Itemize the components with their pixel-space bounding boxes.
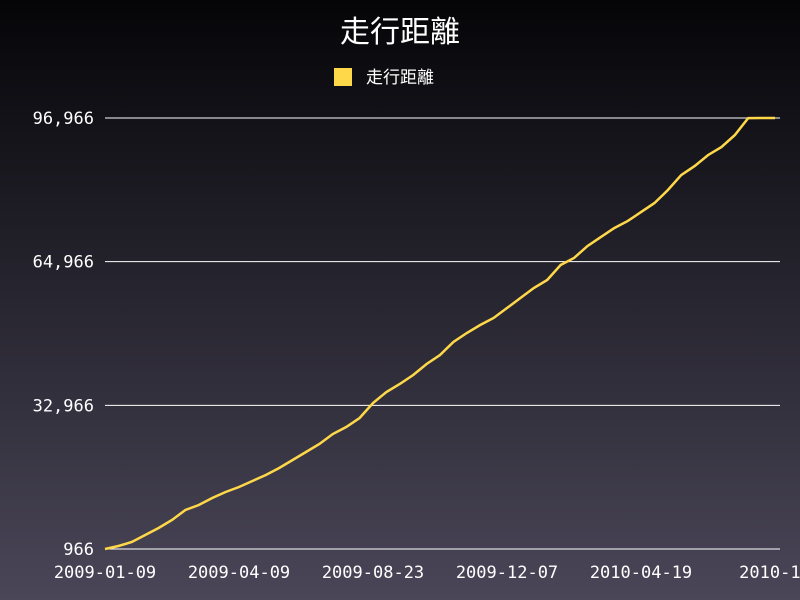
x-tick-label: 2010-04-19: [590, 563, 692, 583]
x-tick-label: 2009-01-09: [54, 563, 156, 583]
x-tick-label: 2010-12: [739, 563, 800, 583]
x-tick-label: 2009-08-23: [322, 563, 424, 583]
y-tick-label: 96,966: [33, 109, 94, 129]
legend-swatch: [334, 68, 352, 86]
legend-label: 走行距離: [366, 68, 434, 88]
x-tick-label: 2009-04-09: [188, 563, 290, 583]
chart-title: 走行距離: [340, 15, 460, 50]
x-tick-label: 2009-12-07: [456, 563, 558, 583]
y-tick-label: 32,966: [33, 396, 94, 416]
y-tick-label: 64,966: [33, 253, 94, 273]
series-line: [104, 116, 775, 551]
y-tick-label: 966: [63, 540, 94, 560]
